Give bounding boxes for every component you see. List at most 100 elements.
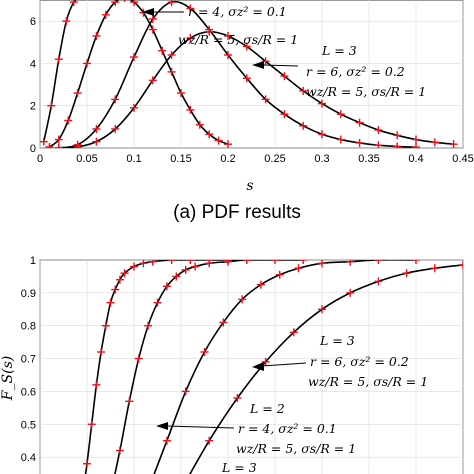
data-point bbox=[336, 110, 345, 119]
data-point bbox=[214, 136, 223, 145]
cdf-annotation-1-line-1: L = 3 bbox=[319, 333, 355, 348]
data-point bbox=[177, 89, 185, 98]
data-point bbox=[62, 17, 71, 26]
y-tick-label: 0.8 bbox=[21, 321, 36, 333]
pdf-plot-area bbox=[39, 0, 464, 149]
data-point bbox=[111, 95, 120, 104]
data-point bbox=[224, 140, 232, 148]
data-point bbox=[158, 46, 167, 55]
data-point bbox=[111, 124, 120, 133]
x-tick-label: 0.35 bbox=[358, 153, 379, 165]
data-point bbox=[64, 116, 73, 125]
data-point bbox=[271, 260, 279, 264]
data-point bbox=[374, 126, 383, 135]
data-point bbox=[167, 260, 176, 264]
data-point bbox=[393, 131, 402, 140]
y-tick-label: 1 bbox=[30, 255, 36, 267]
x-tick-label: 0.05 bbox=[76, 153, 97, 165]
y-tick-label: 0.9 bbox=[21, 288, 36, 300]
data-point bbox=[318, 99, 326, 108]
cdf-annotation-2-line-1: L = 2 bbox=[249, 401, 285, 416]
cdf-annotation-2: L = 2 r = 4, σz² = 0.1 wz/R = 5, σs/R = … bbox=[156, 401, 356, 456]
data-point bbox=[374, 260, 383, 264]
cdf-annotation-1-line-2: r = 6, σz² = 0.2 bbox=[310, 354, 409, 369]
cdf-chart: 0.4 0.5 0.6 0.7 0.8 0.9 1 F_S(s) L = 3 r = 6, … bbox=[0, 255, 464, 474]
data-point bbox=[186, 105, 195, 114]
data-point bbox=[238, 295, 247, 304]
data-point bbox=[139, 260, 148, 268]
y-tick-label: 0.5 bbox=[21, 419, 36, 431]
cdf-annotation-1-line-3: wz/R = 5, σs/R = 1 bbox=[308, 374, 428, 389]
data-point bbox=[299, 260, 308, 264]
data-point bbox=[92, 31, 101, 40]
data-point bbox=[120, 269, 129, 278]
data-point bbox=[115, 446, 124, 455]
pdf-annotation-1-text: r = 4, σz² = 0.1 bbox=[188, 4, 287, 19]
data-point bbox=[167, 67, 176, 76]
cdf-annotation-2-line-3: wz/R = 5, σs/R = 1 bbox=[236, 441, 356, 456]
data-point bbox=[101, 321, 110, 330]
data-point bbox=[83, 59, 91, 68]
data-point bbox=[242, 42, 251, 51]
pdf-annotation-2: wz/R = 5, σs/R = 1 bbox=[178, 32, 298, 47]
data-point bbox=[162, 282, 171, 291]
data-point bbox=[134, 354, 143, 363]
cdf-y-tick-labels: 0.4 0.5 0.6 0.7 0.8 0.9 1 bbox=[21, 255, 36, 464]
y-tick-label: 0.6 bbox=[21, 386, 36, 398]
y-tick-label: 4 bbox=[30, 58, 36, 70]
data-point bbox=[123, 0, 126, 2]
y-tick-label: 0 bbox=[30, 143, 36, 155]
data-point bbox=[148, 25, 157, 34]
data-point bbox=[224, 50, 232, 59]
data-point bbox=[130, 262, 138, 271]
data-point bbox=[412, 260, 420, 264]
cdf-annotation-2-line-2: r = 4, σz² = 0.1 bbox=[238, 421, 337, 436]
data-point bbox=[355, 138, 364, 147]
data-point bbox=[242, 74, 251, 83]
data-point bbox=[186, 4, 195, 13]
data-point bbox=[45, 142, 54, 148]
x-tick-label: 0.3 bbox=[314, 153, 329, 165]
data-point bbox=[111, 0, 120, 7]
x-tick-label: 0.1 bbox=[126, 153, 141, 165]
data-point bbox=[186, 260, 195, 264]
data-point bbox=[87, 420, 96, 429]
data-point bbox=[430, 264, 439, 273]
data-point bbox=[200, 348, 209, 356]
data-point bbox=[148, 260, 157, 266]
data-point bbox=[181, 265, 190, 274]
data-point bbox=[412, 135, 420, 144]
x-tick-label: 0.15 bbox=[170, 153, 191, 165]
data-point bbox=[430, 138, 439, 147]
y-tick-label: 6 bbox=[30, 16, 36, 28]
cdf-plot-area bbox=[39, 259, 464, 474]
data-point bbox=[73, 89, 82, 98]
data-point bbox=[69, 0, 78, 7]
data-point bbox=[256, 280, 265, 289]
data-point bbox=[130, 103, 138, 112]
data-point bbox=[261, 357, 270, 366]
data-point bbox=[374, 277, 383, 286]
data-point bbox=[233, 394, 242, 402]
y-tick-label: 2 bbox=[30, 101, 36, 113]
data-point bbox=[318, 305, 326, 314]
data-point bbox=[346, 288, 355, 297]
data-point bbox=[92, 137, 101, 146]
data-point bbox=[83, 459, 91, 468]
data-point bbox=[224, 31, 232, 40]
data-point bbox=[289, 328, 298, 337]
pdf-annotation-2-text: wz/R = 5, σs/R = 1 bbox=[178, 32, 298, 47]
cdf-annotation-1: L = 3 r = 6, σz² = 0.2 wz/R = 5, σs/R = … bbox=[252, 333, 428, 389]
pdf-x-tick-labels: 0 0.05 0.1 0.15 0.2 0.25 0.3 0.35 0.4 0.45 bbox=[37, 153, 474, 165]
data-point bbox=[393, 142, 402, 148]
pdf-caption: (a) PDF results bbox=[173, 202, 301, 223]
data-point bbox=[186, 34, 195, 43]
data-point bbox=[54, 144, 63, 148]
data-point bbox=[402, 269, 411, 278]
data-point bbox=[195, 120, 204, 129]
data-point bbox=[54, 55, 63, 64]
data-point bbox=[172, 272, 181, 281]
data-point bbox=[318, 260, 326, 268]
data-point bbox=[167, 50, 176, 59]
data-point bbox=[153, 298, 162, 307]
